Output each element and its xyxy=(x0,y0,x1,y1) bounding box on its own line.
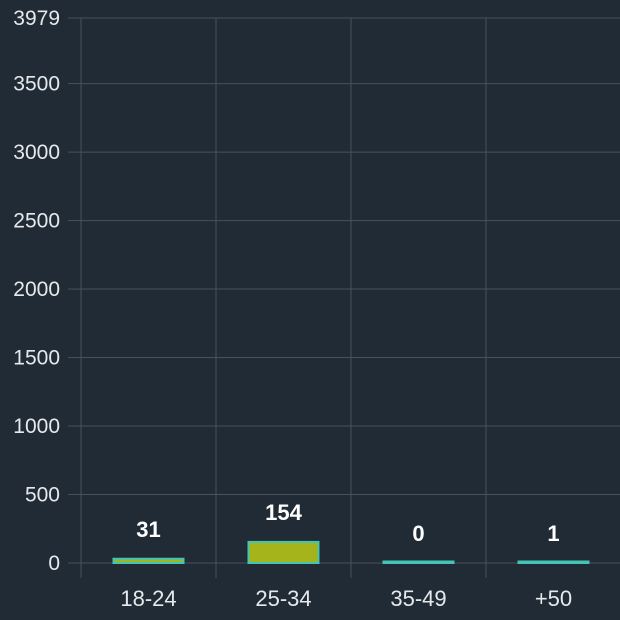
y-tick-label: 3000 xyxy=(13,141,60,164)
y-tick-label: 3500 xyxy=(13,73,60,96)
y-tick-label: 1500 xyxy=(13,347,60,370)
bar-35-49 xyxy=(382,560,455,564)
y-tick-label: 500 xyxy=(25,484,60,507)
data-label: 0 xyxy=(412,521,424,546)
y-tick-label: 2500 xyxy=(13,210,60,233)
bar-18-24 xyxy=(112,557,185,565)
bar-+50 xyxy=(517,560,590,564)
data-label: 154 xyxy=(265,500,302,525)
y-tick-label: 3979 xyxy=(13,7,60,30)
x-tick-label: 25-34 xyxy=(255,586,311,611)
y-tick-label: 2000 xyxy=(13,278,60,301)
y-tick-label: 0 xyxy=(48,552,60,575)
bar-25-34 xyxy=(247,540,320,564)
y-tick-label: 1000 xyxy=(13,415,60,438)
x-tick-label: 18-24 xyxy=(120,586,176,611)
x-tick-label: 35-49 xyxy=(390,586,446,611)
x-tick-label: +50 xyxy=(535,586,572,611)
data-label: 31 xyxy=(136,517,160,542)
data-label: 1 xyxy=(547,521,559,546)
